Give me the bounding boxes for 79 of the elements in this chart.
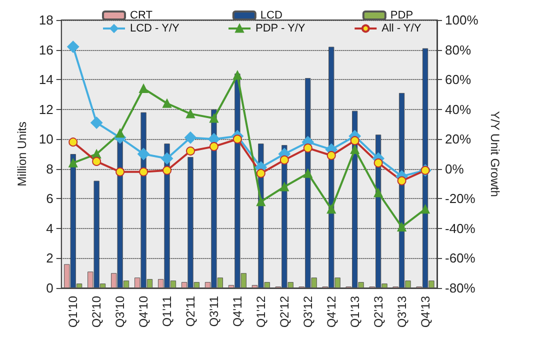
- point: [232, 70, 242, 80]
- point: [139, 167, 148, 176]
- legend-label: LCD: [260, 10, 282, 22]
- point: [116, 167, 125, 176]
- legend-label: PDP - Y/Y: [256, 22, 306, 34]
- y-tick-label: 16: [38, 42, 54, 58]
- point: [90, 116, 103, 129]
- point: [326, 150, 336, 160]
- point: [162, 166, 172, 175]
- point: [186, 146, 195, 156]
- x-tick-label: Q2'10: [90, 296, 104, 328]
- point: [303, 144, 312, 153]
- y2-tick-label: -40%: [445, 220, 476, 236]
- point: [397, 176, 406, 186]
- point: [67, 40, 80, 53]
- y-tick-label: 12: [38, 102, 54, 117]
- y2-tick-label: 60%: [445, 72, 472, 88]
- point: [420, 204, 430, 214]
- x-tick-label: Q4'10: [136, 296, 151, 328]
- x-tick-label: Q4'11: [230, 296, 244, 327]
- x-tick-label: Q1'13: [348, 296, 362, 328]
- x-tick-label: Q3'11: [206, 296, 221, 327]
- x-tick-label: Q2'11: [183, 296, 198, 327]
- x-tick-label: Q4'12: [324, 296, 338, 328]
- point: [161, 152, 174, 164]
- point: [374, 188, 383, 198]
- y-tick-label: 8: [46, 161, 54, 176]
- x-tick-label: Q1'12: [254, 296, 268, 328]
- point: [232, 134, 242, 144]
- legend-label: All - Y/Y: [382, 22, 422, 34]
- y-tick-label: 6: [46, 191, 54, 206]
- y2-tick-label: -60%: [445, 250, 476, 266]
- point: [68, 158, 78, 168]
- x-tick-label: Q2'12: [277, 296, 292, 328]
- y2-tick-label: 20%: [445, 132, 472, 147]
- point: [116, 128, 125, 138]
- legend-label: CRT: [130, 10, 153, 22]
- y-axis-title: Million Units: [15, 122, 29, 186]
- point: [280, 155, 289, 164]
- y2-tick-label: 80%: [445, 42, 472, 58]
- y-tick-label: 4: [46, 220, 54, 236]
- point: [209, 142, 218, 152]
- x-tick-label: Q3'12: [300, 296, 315, 328]
- point: [186, 109, 195, 118]
- y-tick-label: 0: [46, 280, 54, 296]
- y-tick-label: 10: [38, 132, 54, 147]
- legend-label: LCD - Y/Y: [130, 22, 180, 34]
- y2-tick-label: 40%: [445, 102, 472, 117]
- y-tick-label: 2: [46, 250, 54, 266]
- y-tick-label: 18: [38, 12, 54, 28]
- point: [68, 138, 78, 147]
- y2-tick-label: 100%: [445, 12, 479, 28]
- point: [350, 136, 360, 146]
- x-tick-label: Q4'13: [418, 296, 432, 328]
- point: [280, 182, 289, 192]
- y2-tick-label: 0%: [445, 161, 464, 176]
- point: [162, 98, 172, 108]
- point: [350, 145, 360, 154]
- x-tick-label: Q3'10: [113, 296, 128, 328]
- x-tick-label: Q2'13: [371, 296, 386, 328]
- legend-label: PDP: [390, 10, 414, 22]
- x-tick-label: Q1'11: [160, 296, 174, 327]
- x-tick-label: Q1'10: [66, 296, 80, 328]
- y2-tick-label: -80%: [445, 280, 476, 296]
- y-tick-label: 14: [38, 72, 54, 88]
- point: [209, 114, 218, 123]
- point: [92, 156, 102, 166]
- x-tick-label: Q3'13: [394, 296, 409, 328]
- point: [138, 148, 150, 160]
- point: [303, 168, 312, 178]
- point: [256, 168, 266, 178]
- y2-axis-title: Y/Y Unit Growth: [488, 111, 502, 197]
- point: [184, 132, 196, 144]
- y2-tick-label: -20%: [445, 191, 476, 206]
- point: [256, 197, 266, 206]
- point: [326, 204, 336, 214]
- point: [397, 222, 406, 232]
- point: [139, 84, 148, 93]
- point: [374, 158, 383, 168]
